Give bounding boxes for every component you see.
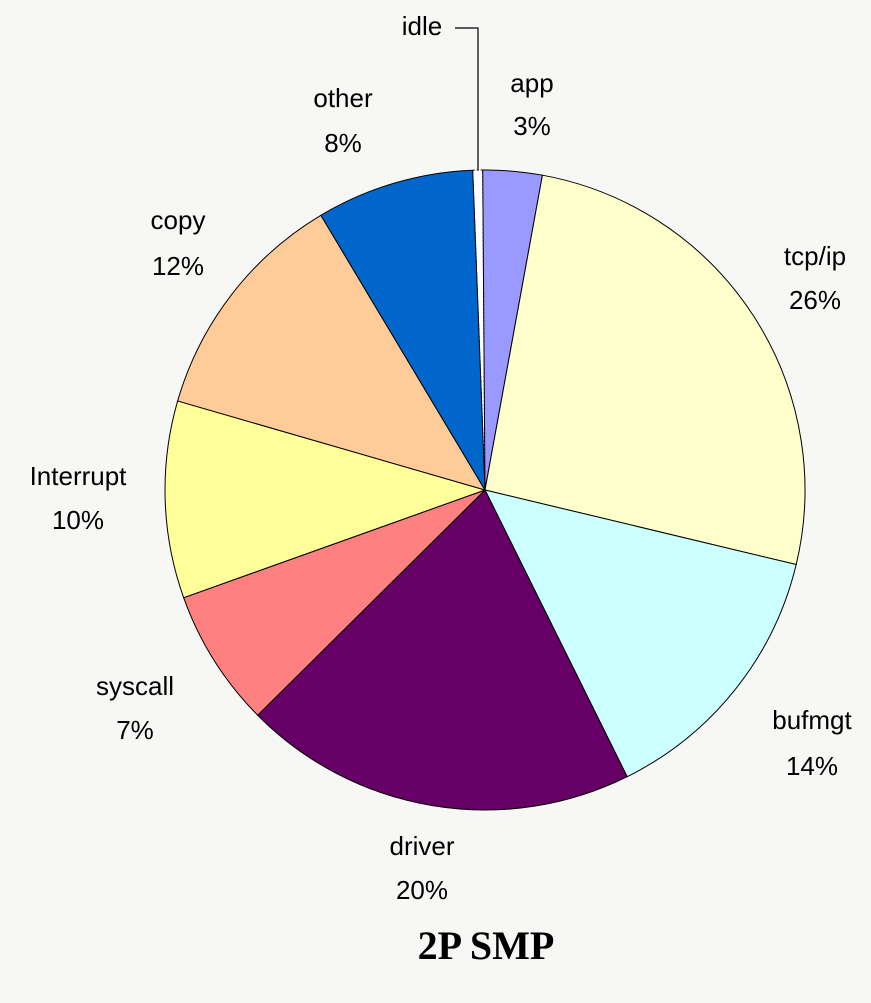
value-label: 26%	[789, 285, 841, 315]
value-label: 7%	[116, 715, 154, 745]
value-label: 20%	[396, 875, 448, 905]
chart-title: 2P SMP	[418, 923, 555, 968]
slice-label: driver	[389, 831, 454, 861]
slice-label: Interrupt	[30, 461, 128, 491]
value-label: 10%	[52, 505, 104, 535]
value-label: 3%	[513, 111, 551, 141]
slice-label: other	[313, 83, 373, 113]
slice-label: bufmgt	[772, 705, 852, 735]
value-label: 8%	[324, 128, 362, 158]
slice-label: tcp/ip	[784, 241, 846, 271]
value-label: 12%	[152, 251, 204, 281]
slice-label: idle	[402, 11, 442, 41]
slice-label: app	[510, 68, 553, 98]
chart: idle app 3% tcp/ip 26% bufmgt 14% driver 20% sysc…	[0, 0, 871, 1003]
slice-label: syscall	[96, 671, 174, 701]
slice-label: copy	[151, 205, 206, 235]
value-label: 14%	[786, 751, 838, 781]
